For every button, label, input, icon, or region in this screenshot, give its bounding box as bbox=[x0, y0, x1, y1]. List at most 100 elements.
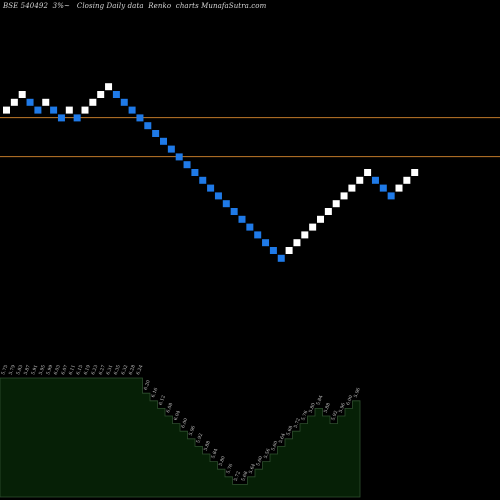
renko-brick-up bbox=[332, 200, 340, 208]
renko-brick-down bbox=[246, 223, 254, 231]
brick-price-label: 5.64 bbox=[278, 432, 287, 444]
renko-brick-up bbox=[403, 176, 411, 184]
renko-brick-up bbox=[293, 239, 301, 247]
renko-brick-down bbox=[160, 137, 167, 145]
brick-price-label: 5.92 bbox=[195, 432, 204, 444]
renko-brick-down bbox=[199, 176, 207, 184]
renko-brick-up bbox=[89, 98, 97, 106]
renko-brick-down bbox=[230, 208, 238, 215]
renko-brick-up bbox=[309, 223, 317, 231]
brick-price-label: 6.35 bbox=[113, 364, 122, 376]
renko-brick-down bbox=[214, 192, 222, 200]
renko-brick-down bbox=[238, 215, 246, 223]
brick-price-label: 5.96 bbox=[338, 402, 347, 414]
renko-brick-down bbox=[50, 106, 58, 114]
renko-brick-down bbox=[222, 200, 230, 208]
renko-brick-down bbox=[183, 161, 191, 169]
renko-brick-up bbox=[301, 231, 309, 239]
renko-brick-down bbox=[269, 247, 277, 254]
brick-price-label: 6.16 bbox=[150, 387, 159, 399]
chart-title: BSE 540492 3%~ Closing Daily data Renko … bbox=[3, 2, 267, 10]
renko-brick-up bbox=[348, 184, 356, 192]
renko-brick-up bbox=[105, 83, 113, 91]
brick-price-label: 6.32 bbox=[120, 364, 129, 376]
brick-price-label: 6.03 bbox=[53, 364, 62, 376]
brick-price-label: 6.00 bbox=[345, 394, 354, 406]
renko-brick-down bbox=[175, 153, 183, 161]
renko-brick-up bbox=[324, 208, 332, 215]
renko-brick-down bbox=[254, 231, 262, 239]
renko-brick-down bbox=[167, 145, 175, 153]
brick-price-label: 5.75 bbox=[0, 364, 9, 376]
renko-brick-down bbox=[262, 239, 270, 247]
brick-price-label: 5.72 bbox=[293, 417, 302, 429]
renko-brick-up bbox=[364, 169, 372, 176]
brick-price-label: 5.95 bbox=[38, 364, 47, 376]
renko-brick-down bbox=[26, 98, 34, 106]
brick-price-label: 6.31 bbox=[105, 364, 114, 376]
brick-price-label: 5.92 bbox=[330, 410, 339, 422]
brick-price-label: 6.19 bbox=[83, 364, 92, 376]
brick-price-label: 5.76 bbox=[225, 463, 234, 475]
brick-price-label: 5.99 bbox=[45, 364, 54, 376]
brick-price-label: 6.11 bbox=[68, 364, 77, 376]
renko-brick-down bbox=[207, 184, 215, 192]
brick-price-label: 5.84 bbox=[315, 394, 324, 406]
brick-price-label: 5.83 bbox=[15, 364, 24, 376]
brick-price-label: 5.91 bbox=[30, 364, 39, 376]
renko-brick-up bbox=[411, 169, 419, 176]
renko-brick-up bbox=[42, 98, 50, 106]
renko-brick-down bbox=[136, 114, 144, 122]
renko-brick-down bbox=[371, 176, 379, 184]
renko-brick-down bbox=[120, 98, 128, 106]
volume-area bbox=[0, 377, 361, 498]
renko-brick-down bbox=[152, 130, 160, 137]
brick-price-label: 5.87 bbox=[23, 364, 32, 376]
renko-brick-up bbox=[395, 184, 403, 192]
brick-price-label: 6.23 bbox=[90, 364, 99, 376]
renko-brick-up bbox=[81, 106, 89, 114]
brick-price-label: 5.72 bbox=[233, 470, 242, 482]
renko-brick-down bbox=[57, 114, 65, 122]
renko-brick-down bbox=[34, 106, 42, 114]
brick-price-label: 6.27 bbox=[98, 364, 107, 376]
brick-price-label: 5.84 bbox=[210, 448, 219, 460]
renko-brick-up bbox=[10, 98, 18, 106]
renko-brick-down bbox=[73, 114, 81, 122]
brick-price-label: 6.08 bbox=[165, 402, 174, 414]
renko-brick-up bbox=[340, 192, 348, 200]
brick-price-label: 5.60 bbox=[255, 455, 264, 467]
brick-price-label: 5.88 bbox=[323, 402, 332, 414]
renko-brick-down bbox=[144, 122, 152, 130]
renko-brick-up bbox=[356, 176, 364, 184]
renko-brick-down bbox=[191, 169, 199, 176]
brick-price-label: 6.24 bbox=[135, 364, 144, 376]
renko-brick-down bbox=[112, 91, 120, 98]
renko-brick-down bbox=[387, 192, 395, 200]
brick-price-label: 5.80 bbox=[218, 455, 227, 467]
brick-price-label: 6.20 bbox=[143, 379, 152, 391]
renko-brick-down bbox=[379, 184, 387, 192]
brick-price-label: 6.07 bbox=[60, 364, 69, 376]
renko-brick-up bbox=[97, 91, 105, 98]
renko-brick-up bbox=[317, 215, 324, 223]
brick-price-label: 5.80 bbox=[308, 402, 317, 414]
renko-brick-down bbox=[277, 254, 285, 262]
brick-price-label: 6.04 bbox=[173, 410, 182, 422]
renko-brick-up bbox=[285, 247, 293, 254]
renko-brick-up bbox=[18, 91, 26, 98]
brick-price-label: 6.15 bbox=[75, 364, 84, 376]
brick-price-label: 5.96 bbox=[188, 425, 197, 437]
brick-price-label: 6.00 bbox=[180, 417, 189, 429]
brick-price-label: 5.56 bbox=[263, 448, 272, 460]
renko-brick-up bbox=[65, 106, 73, 114]
brick-price-label: 6.28 bbox=[128, 364, 137, 376]
brick-price-label: 6.12 bbox=[158, 394, 167, 406]
brick-price-label: 5.79 bbox=[8, 364, 17, 376]
renko-brick-up bbox=[3, 106, 10, 114]
brick-price-label: 5.88 bbox=[203, 440, 212, 452]
brick-price-label: 5.60 bbox=[270, 440, 279, 452]
brick-price-label: 5.64 bbox=[248, 463, 257, 475]
brick-price-label: 5.68 bbox=[285, 425, 294, 437]
